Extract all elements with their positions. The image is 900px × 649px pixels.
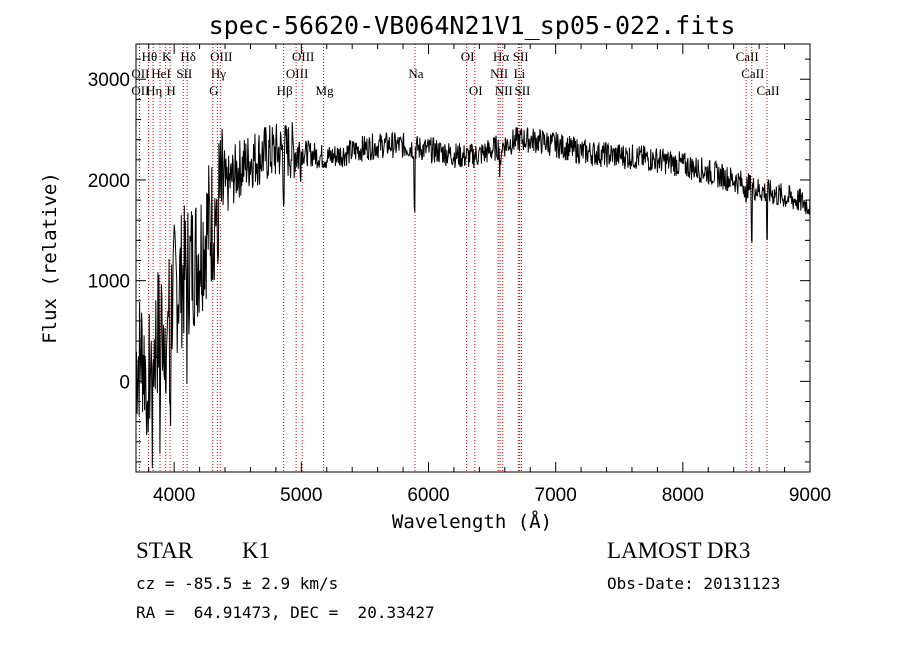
obs-date: Obs-Date: 20131123	[607, 574, 781, 593]
chart-title: spec-56620-VB064N21V1_sp05-022.fits	[209, 11, 736, 40]
emission-label-group: OIIHθOIIHηHeIKHSIIHδGHγOIIIHβOIIIOIIIMgN…	[131, 49, 779, 98]
emission-line-label: OIII	[210, 49, 232, 64]
emission-line-label: K	[162, 49, 172, 64]
emission-line-label: Hα	[493, 49, 509, 64]
y-axis-label: Flux (relative)	[39, 172, 61, 344]
y-tick-label: 1000	[88, 272, 130, 293]
emission-line-label: Hδ	[180, 49, 196, 64]
emission-line-label: NII	[490, 66, 508, 81]
x-tick-label: 7000	[535, 485, 577, 506]
emission-line-label: OI	[469, 83, 483, 98]
emission-line-label: H	[166, 83, 175, 98]
emission-line-label: SII	[513, 49, 529, 64]
emission-line-label: OI	[461, 49, 475, 64]
emission-line-label: CaII	[741, 66, 764, 81]
emission-line-label: OIII	[286, 66, 308, 81]
spectrum-line	[135, 122, 811, 469]
x-tick-label: 9000	[789, 485, 831, 506]
emission-line-label: OIII	[292, 49, 314, 64]
emission-line-label: Mg	[316, 83, 335, 98]
emission-line-label: G	[209, 83, 218, 98]
emission-line-label: Na	[408, 66, 423, 81]
emission-line-label: CaII	[736, 49, 759, 64]
x-axis-label: Wavelength (Å)	[392, 510, 552, 533]
emission-line-label: HeI	[151, 66, 171, 81]
emission-line-label: SII	[176, 66, 192, 81]
emission-line-label: Hη	[146, 83, 162, 98]
emission-line-label: Hθ	[142, 49, 158, 64]
x-tick-label: 6000	[407, 485, 449, 506]
y-tick-label: 0	[119, 372, 130, 393]
emission-line-label: Hβ	[277, 83, 293, 98]
axis-tick-labels: 4000 5000 6000 7000 8000 9000 0 1000 2000 3000	[88, 70, 831, 506]
emission-line-label: CaII	[756, 83, 779, 98]
redshift-text: cz = -85.5 ± 2.9 km/s	[136, 574, 339, 593]
x-tick-label: 5000	[280, 485, 322, 506]
emission-line-label: SII	[515, 83, 531, 98]
coordinates-text: RA = 64.91473, DEC = 20.33427	[136, 603, 435, 622]
axis-ticks	[136, 44, 811, 472]
plot-frame	[135, 43, 811, 473]
x-tick-label: 4000	[153, 485, 195, 506]
emission-line-label: NII	[495, 83, 513, 98]
y-tick-label: 3000	[88, 70, 130, 91]
emission-line-group	[138, 44, 768, 472]
object-class: STAR	[136, 538, 193, 563]
survey-name: LAMOST DR3	[607, 538, 751, 563]
y-tick-label: 2000	[88, 171, 130, 192]
emission-line-label: Li	[514, 66, 526, 81]
emission-line-label: Hγ	[211, 66, 226, 81]
spectral-subclass: K1	[242, 538, 271, 563]
x-tick-label: 8000	[662, 485, 704, 506]
